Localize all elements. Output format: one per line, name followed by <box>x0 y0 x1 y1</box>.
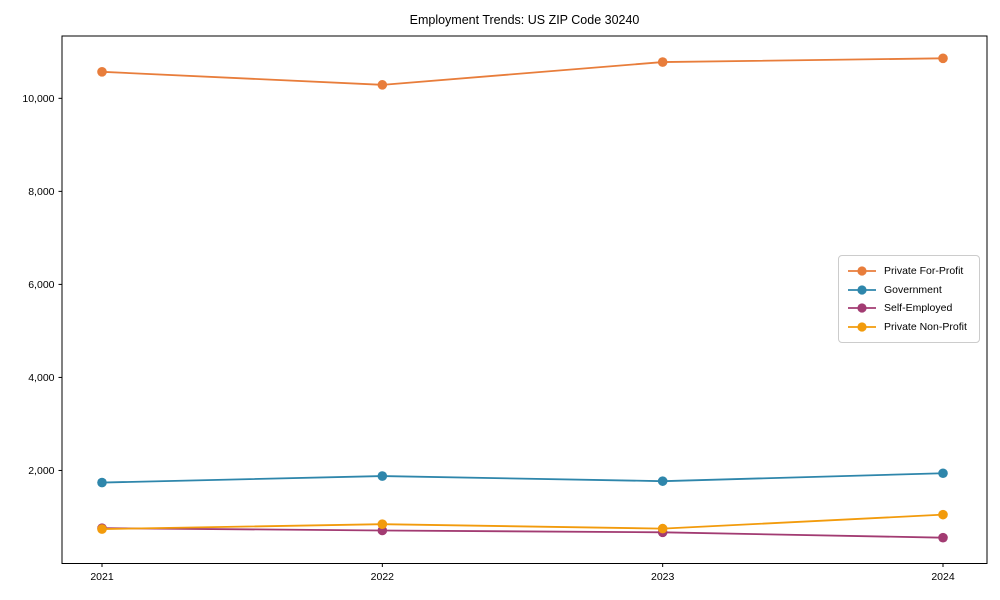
series-point-1-3 <box>938 468 948 479</box>
series-point-0-2 <box>657 57 668 67</box>
legend-item-2: Self-Employed <box>847 299 971 318</box>
legend-marker-icon <box>848 322 876 332</box>
x-tick-label: 2022 <box>371 571 395 583</box>
legend-item-1: Government <box>847 281 971 300</box>
legend-label: Private For-Profit <box>884 265 964 278</box>
series-point-2-3 <box>938 532 948 543</box>
series-line-2 <box>101 527 944 539</box>
plot-frame <box>61 35 988 564</box>
series-point-1-2 <box>657 476 668 486</box>
y-tick-label: 6,000 <box>28 279 54 291</box>
legend-item-3: Private Non-Profit <box>847 318 971 337</box>
y-tick-label: 8,000 <box>28 186 54 198</box>
series-line-3 <box>101 513 944 530</box>
y-tick-label: 4,000 <box>28 372 54 384</box>
legend-marker-icon <box>848 266 876 276</box>
legend-label: Private Non-Profit <box>884 320 967 333</box>
x-tick-label: 2023 <box>651 571 675 583</box>
series-point-0-3 <box>938 53 948 64</box>
y-tick-label: 10,000 <box>22 93 54 105</box>
y-tick-label: 2,000 <box>28 465 54 477</box>
series-point-3-2 <box>657 523 668 534</box>
series-point-0-1 <box>377 80 388 90</box>
series-point-3-1 <box>377 519 388 529</box>
series-point-1-0 <box>97 477 107 488</box>
series-point-0-0 <box>97 67 107 77</box>
legend-marker-icon <box>848 285 876 295</box>
legend-item-0: Private For-Profit <box>847 262 971 281</box>
series-line-0 <box>101 57 944 86</box>
series-point-3-0 <box>97 524 107 534</box>
chart-legend: Private For-Profit Government Self-Employe… <box>838 255 980 343</box>
legend-label: Government <box>884 283 942 296</box>
series-line-1 <box>101 472 944 484</box>
chart-title: Employment Trends: US ZIP Code 30240 <box>409 13 640 27</box>
series-point-3-3 <box>938 509 948 520</box>
legend-marker-icon <box>848 303 876 313</box>
x-tick-label: 2021 <box>90 571 114 583</box>
x-tick-label: 2024 <box>931 571 955 583</box>
legend-label: Self-Employed <box>884 302 953 315</box>
series-point-1-1 <box>377 471 388 481</box>
